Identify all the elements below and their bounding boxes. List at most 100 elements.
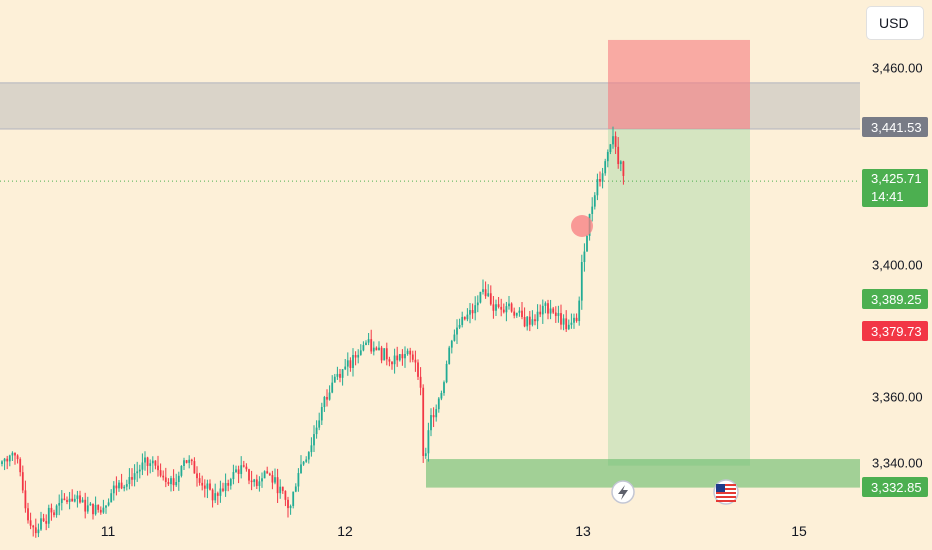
candle-body	[149, 463, 152, 466]
candle-body	[398, 354, 401, 361]
candle-body	[484, 289, 487, 297]
candle-body	[294, 486, 297, 492]
candle-body	[614, 136, 617, 147]
candle-body	[71, 498, 74, 502]
candle-body	[391, 361, 393, 365]
candle-body	[11, 452, 14, 456]
candle-body	[180, 466, 183, 476]
price-tick: 3,360.00	[872, 389, 923, 405]
candle-body	[482, 289, 484, 292]
candle-body	[396, 355, 399, 361]
candle-body	[274, 477, 276, 483]
currency-button[interactable]: USD	[866, 6, 924, 40]
candle-body	[66, 500, 68, 502]
candle-body	[404, 354, 406, 359]
candle-body	[16, 455, 19, 460]
candle-body	[409, 350, 412, 355]
candle-body	[162, 475, 165, 478]
candle-body	[120, 482, 123, 489]
candle-body	[326, 396, 328, 400]
candle-body	[443, 382, 445, 394]
candle-body	[292, 491, 295, 506]
candle-body	[141, 462, 144, 470]
candle-body	[612, 136, 614, 145]
candle-body	[47, 507, 50, 524]
candle-body	[453, 334, 456, 341]
candle-body	[310, 445, 313, 453]
candle-body	[177, 475, 180, 483]
candle-body	[502, 309, 505, 313]
candle-body	[328, 392, 331, 400]
candle-body	[138, 469, 141, 472]
candle-body	[622, 161, 625, 176]
candle-body	[92, 503, 94, 515]
candle-body	[549, 308, 552, 314]
candle-body	[414, 359, 417, 363]
candle-body	[567, 324, 570, 330]
candle-body	[219, 488, 222, 496]
candle-body	[513, 311, 516, 316]
candle-body	[235, 469, 237, 473]
candle-body	[216, 493, 219, 496]
candle-body	[466, 314, 469, 320]
candle-body	[237, 469, 240, 474]
candle-body	[365, 342, 367, 346]
candle-body	[601, 173, 604, 182]
candle-body	[84, 499, 87, 512]
candle-body	[573, 317, 575, 323]
candle-body	[276, 477, 279, 494]
candle-body	[515, 312, 518, 316]
candle-body	[495, 304, 497, 311]
candle-body	[497, 304, 500, 307]
candle-body	[445, 363, 448, 383]
candle-body	[229, 479, 232, 486]
candle-body	[287, 499, 289, 509]
candle-body	[417, 362, 419, 377]
candle-body	[258, 481, 261, 486]
candle-body	[411, 354, 414, 360]
candle-body	[214, 493, 217, 501]
candle-body	[606, 151, 609, 162]
resistance-price-label: 3,441.53	[862, 117, 928, 137]
candle-body	[79, 495, 81, 503]
candle-body	[245, 466, 248, 470]
candle-body	[362, 345, 365, 351]
candle-body	[346, 360, 349, 367]
candle-body	[211, 489, 214, 501]
candle-body	[591, 206, 594, 214]
candle-body	[463, 316, 466, 320]
candle-body	[99, 509, 102, 513]
support-zone	[426, 459, 860, 488]
candle-body	[102, 507, 105, 513]
zones-layer	[0, 39, 860, 488]
candle-body	[435, 409, 438, 418]
candle-body	[560, 313, 562, 325]
candle-body	[224, 483, 227, 491]
candle-body	[29, 520, 32, 526]
candle-body	[476, 302, 479, 306]
candle-body	[1, 461, 3, 464]
candle-body	[154, 460, 157, 466]
support-price-label: 3,332.85	[862, 477, 928, 497]
candle-body	[318, 420, 321, 428]
candle-body	[575, 317, 578, 322]
candle-body	[528, 316, 531, 325]
candle-body	[599, 179, 601, 182]
candle-body	[118, 482, 120, 489]
candle-body	[531, 319, 534, 325]
candle-body	[81, 499, 84, 503]
candle-body	[3, 458, 6, 462]
candle-body	[440, 393, 443, 399]
flag-stripe	[716, 484, 736, 486]
candle-body	[380, 347, 383, 361]
candle-body	[523, 317, 526, 327]
us-flag-icon	[713, 479, 739, 505]
candle-body	[55, 505, 58, 516]
flag-canton	[716, 484, 725, 492]
candle-body	[8, 455, 11, 462]
candle-body	[242, 465, 245, 467]
candle-body	[289, 505, 292, 509]
candle-body	[508, 303, 510, 307]
candle-body	[536, 311, 539, 322]
